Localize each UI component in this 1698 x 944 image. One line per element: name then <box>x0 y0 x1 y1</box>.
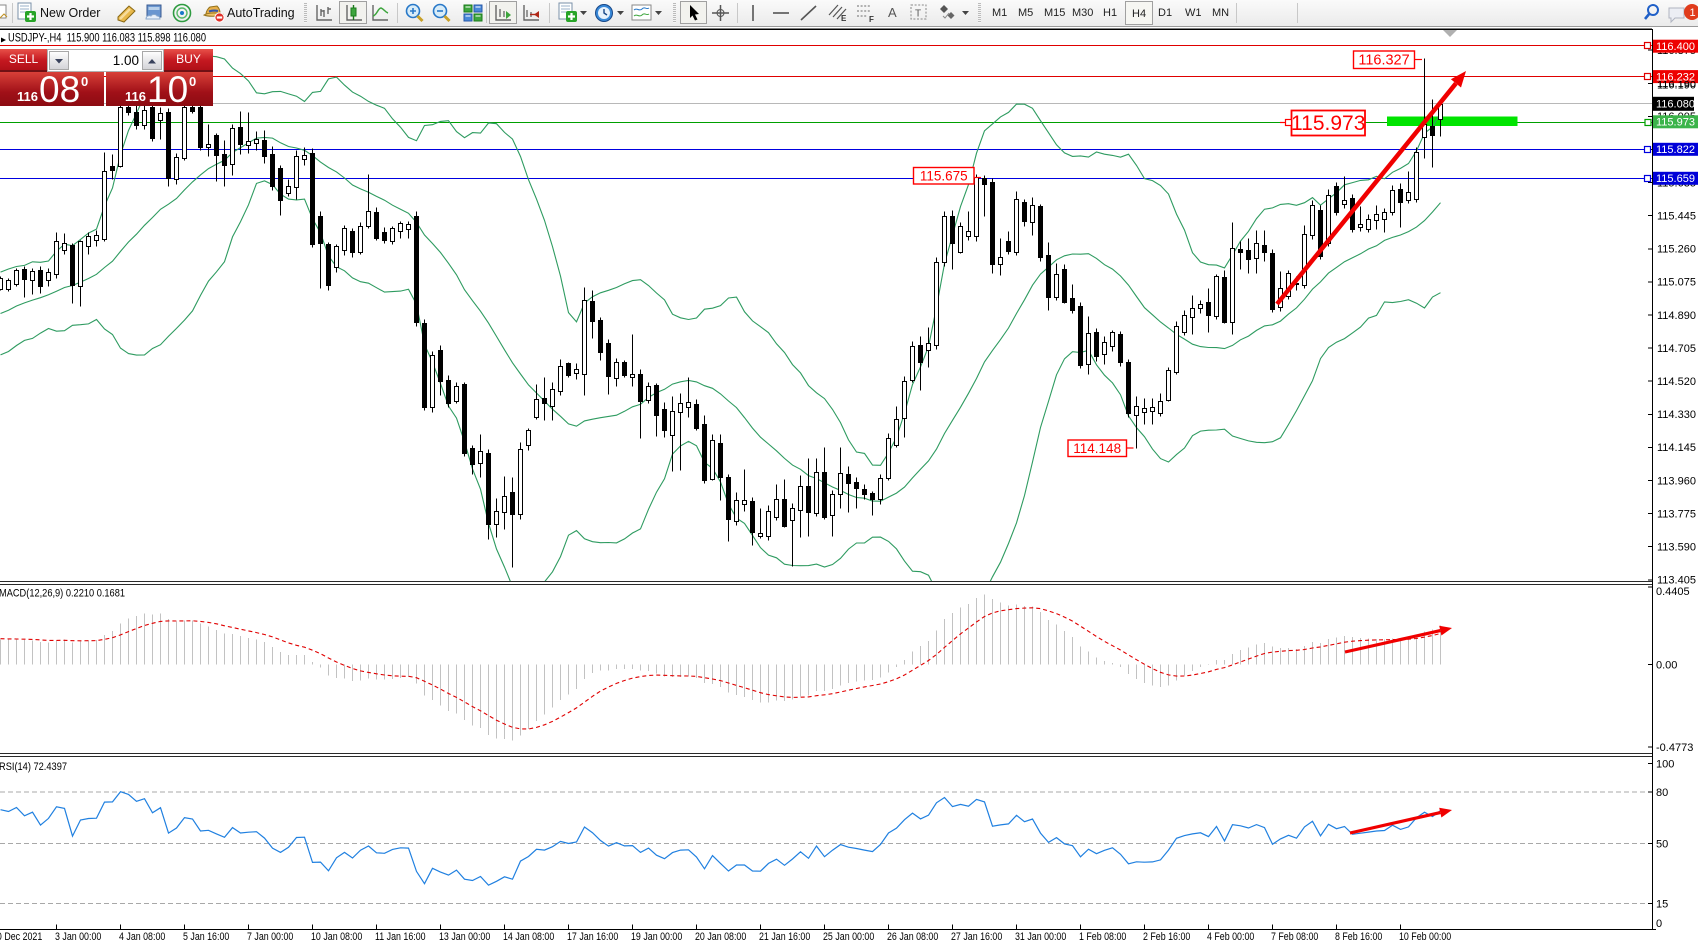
svg-text:116.190: 116.190 <box>1657 79 1696 91</box>
svg-text:19 Jan 00:00: 19 Jan 00:00 <box>631 931 682 943</box>
svg-text:116.232: 116.232 <box>1656 71 1695 83</box>
svg-text:5 Jan 16:00: 5 Jan 16:00 <box>183 931 229 943</box>
svg-text:15: 15 <box>1656 899 1668 911</box>
svg-text:115.260: 115.260 <box>1657 244 1696 256</box>
svg-text:10 Jan 08:00: 10 Jan 08:00 <box>311 931 362 943</box>
svg-text:25 Jan 00:00: 25 Jan 00:00 <box>823 931 874 943</box>
svg-text:0.00: 0.00 <box>1656 659 1677 671</box>
svg-text:31 Jan 00:00: 31 Jan 00:00 <box>1015 931 1066 943</box>
svg-text:113.775: 113.775 <box>1657 508 1696 520</box>
svg-text:100: 100 <box>1656 758 1674 770</box>
svg-text:30 Dec 2021: 30 Dec 2021 <box>0 931 42 943</box>
svg-text:7 Feb 08:00: 7 Feb 08:00 <box>1271 931 1318 943</box>
svg-text:E: E <box>841 14 847 23</box>
svg-text:4 Jan 08:00: 4 Jan 08:00 <box>119 931 165 943</box>
svg-text:27 Jan 16:00: 27 Jan 16:00 <box>951 931 1002 943</box>
svg-text:MACD(12,26,9) 0.2210 0.1681: MACD(12,26,9) 0.2210 0.1681 <box>0 588 125 600</box>
svg-text:26 Jan 08:00: 26 Jan 08:00 <box>887 931 938 943</box>
svg-text:116.080: 116.080 <box>1656 99 1695 111</box>
svg-text:20 Jan 08:00: 20 Jan 08:00 <box>695 931 746 943</box>
svg-text:USDJPY-,H4 115.900 116.083 11: USDJPY-,H4 115.900 116.083 115.898 116.0… <box>8 31 206 45</box>
svg-text:17 Jan 16:00: 17 Jan 16:00 <box>567 931 618 943</box>
svg-text:8 Feb 16:00: 8 Feb 16:00 <box>1335 931 1382 943</box>
svg-text:0.4405: 0.4405 <box>1656 586 1690 598</box>
svg-text:113.960: 113.960 <box>1657 475 1696 487</box>
svg-text:11 Jan 16:00: 11 Jan 16:00 <box>375 931 426 943</box>
svg-text:114.705: 114.705 <box>1657 343 1696 355</box>
svg-text:115.445: 115.445 <box>1657 211 1696 223</box>
svg-text:115.675: 115.675 <box>920 168 968 183</box>
svg-text:1 Feb 08:00: 1 Feb 08:00 <box>1079 931 1126 943</box>
svg-text:116.327: 116.327 <box>1358 53 1409 69</box>
svg-text:RSI(14) 72.4397: RSI(14) 72.4397 <box>0 761 67 773</box>
svg-text:114.148: 114.148 <box>1073 441 1121 456</box>
svg-text:7 Jan 00:00: 7 Jan 00:00 <box>247 931 293 943</box>
svg-text:116.400: 116.400 <box>1656 41 1695 53</box>
svg-text:3 Jan 00:00: 3 Jan 00:00 <box>55 931 101 943</box>
svg-text:113.405: 113.405 <box>1657 575 1696 587</box>
svg-text:50: 50 <box>1656 838 1668 850</box>
svg-text:115.973: 115.973 <box>1291 112 1365 135</box>
svg-text:F: F <box>869 15 874 23</box>
svg-text:80: 80 <box>1656 787 1668 799</box>
svg-text:114.145: 114.145 <box>1657 442 1696 454</box>
svg-text:1: 1 <box>1690 7 1696 19</box>
svg-text:114.520: 114.520 <box>1657 376 1696 388</box>
svg-text:114.330: 114.330 <box>1657 409 1696 421</box>
svg-text:113.590: 113.590 <box>1657 542 1696 554</box>
svg-text:2 Feb 16:00: 2 Feb 16:00 <box>1143 931 1190 943</box>
svg-text:115.973: 115.973 <box>1656 117 1695 129</box>
svg-text:10 Feb 00:00: 10 Feb 00:00 <box>1399 931 1451 943</box>
svg-text:115.822: 115.822 <box>1656 144 1695 156</box>
svg-text:13 Jan 00:00: 13 Jan 00:00 <box>439 931 490 943</box>
svg-text:21 Jan 16:00: 21 Jan 16:00 <box>759 931 810 943</box>
svg-text:114.890: 114.890 <box>1657 310 1696 322</box>
svg-text:115.075: 115.075 <box>1657 277 1696 289</box>
svg-text:14 Jan 08:00: 14 Jan 08:00 <box>503 931 554 943</box>
svg-text:4 Feb 00:00: 4 Feb 00:00 <box>1207 931 1254 943</box>
svg-text:T: T <box>915 9 921 20</box>
svg-text:-0.4773: -0.4773 <box>1656 742 1693 754</box>
svg-text:115.659: 115.659 <box>1656 173 1695 185</box>
svg-text:0: 0 <box>1656 918 1662 930</box>
